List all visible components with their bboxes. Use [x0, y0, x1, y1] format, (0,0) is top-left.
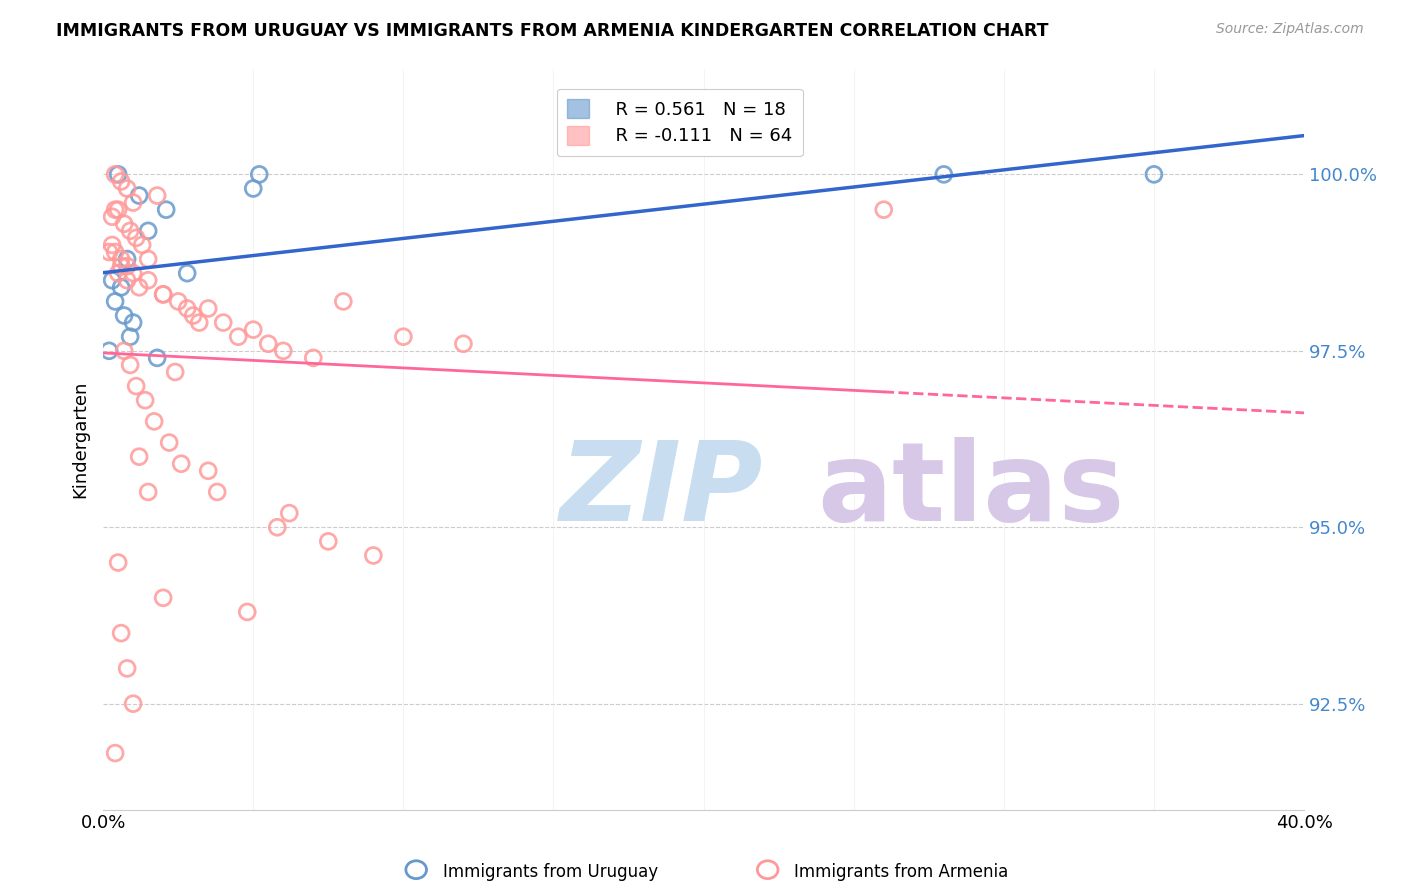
Point [107, 202, 129, 217]
Point [257, 336, 280, 351]
Point [266, 520, 288, 534]
Point [271, 343, 294, 358]
Point [101, 210, 124, 224]
Point [112, 343, 135, 358]
Point [122, 195, 145, 210]
Point [152, 287, 174, 301]
Point [363, 549, 385, 563]
Point [392, 329, 415, 343]
Point [122, 266, 145, 280]
Point [318, 534, 340, 549]
Point [104, 167, 127, 181]
Point [188, 316, 211, 330]
Point [115, 181, 138, 195]
Point [197, 301, 219, 316]
Point [155, 202, 177, 217]
Point [165, 365, 187, 379]
Point [242, 323, 264, 337]
Point [110, 259, 132, 273]
Point [136, 252, 159, 266]
Point [115, 273, 138, 287]
Point [104, 245, 127, 260]
Point [128, 450, 150, 464]
Point [167, 294, 190, 309]
Point [125, 231, 148, 245]
Point [152, 591, 174, 605]
Point [181, 309, 204, 323]
Point [131, 238, 153, 252]
Point [136, 273, 159, 287]
Text: Immigrants from Armenia: Immigrants from Armenia [794, 863, 1008, 881]
Point [122, 316, 145, 330]
Point [125, 379, 148, 393]
Point [176, 266, 198, 280]
Point [170, 457, 193, 471]
Point [247, 167, 270, 181]
Point [146, 351, 169, 365]
Point [212, 316, 235, 330]
Point [197, 464, 219, 478]
Point [107, 167, 129, 181]
Point [104, 202, 127, 217]
Point [104, 294, 127, 309]
Point [128, 280, 150, 294]
Point [110, 174, 132, 188]
Point [98, 245, 121, 260]
Point [157, 435, 180, 450]
Point [120, 329, 142, 343]
Point [107, 556, 129, 570]
Point [98, 343, 121, 358]
Text: atlas: atlas [818, 437, 1125, 544]
Point [120, 224, 142, 238]
Point [115, 252, 138, 266]
Point [110, 280, 132, 294]
Point [236, 605, 259, 619]
Point [115, 259, 138, 273]
Point [176, 301, 198, 316]
Point [932, 167, 955, 181]
Point [115, 661, 138, 675]
Point [226, 329, 249, 343]
Point [122, 697, 145, 711]
Legend:   R = 0.561   N = 18,   R = -0.111   N = 64: R = 0.561 N = 18, R = -0.111 N = 64 [557, 88, 803, 156]
Point [110, 626, 132, 640]
Point [112, 309, 135, 323]
Point [332, 294, 354, 309]
Point [107, 266, 129, 280]
Point [134, 393, 156, 408]
Point [205, 485, 228, 500]
Point [136, 224, 159, 238]
Point [120, 358, 142, 372]
Point [112, 217, 135, 231]
Text: ZIP: ZIP [560, 437, 763, 544]
Point [1143, 167, 1166, 181]
Point [242, 181, 264, 195]
Point [128, 188, 150, 202]
Point [136, 485, 159, 500]
Text: Source: ZipAtlas.com: Source: ZipAtlas.com [1216, 22, 1364, 37]
Point [873, 202, 896, 217]
Point [104, 746, 127, 760]
Point [101, 273, 124, 287]
Point [278, 506, 301, 520]
Text: IMMIGRANTS FROM URUGUAY VS IMMIGRANTS FROM ARMENIA KINDERGARTEN CORRELATION CHAR: IMMIGRANTS FROM URUGUAY VS IMMIGRANTS FR… [56, 22, 1049, 40]
Point [143, 414, 166, 428]
Y-axis label: Kindergarten: Kindergarten [72, 380, 89, 498]
Point [146, 188, 169, 202]
Point [110, 252, 132, 266]
Point [101, 238, 124, 252]
Point [152, 287, 174, 301]
Text: Immigrants from Uruguay: Immigrants from Uruguay [443, 863, 658, 881]
Point [453, 336, 475, 351]
Point [302, 351, 325, 365]
